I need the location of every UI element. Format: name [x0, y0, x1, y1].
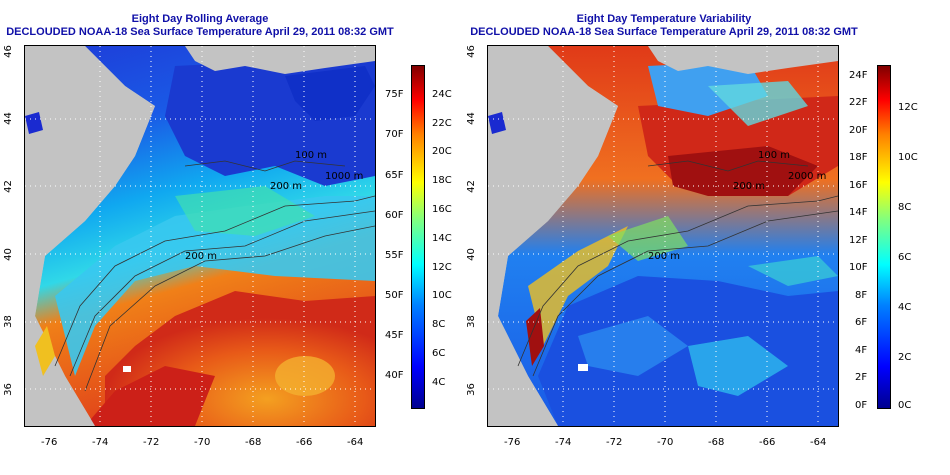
- lat-tick: 36: [2, 383, 14, 396]
- lat-tick: 42: [2, 180, 14, 193]
- colorbar-c-label: 6C: [432, 348, 446, 359]
- sst-variability-map: 100 m 2000 m 200 m 200 m: [487, 45, 839, 427]
- right-title-line2: DECLOUDED NOAA-18 Sea Surface Temperatur…: [470, 26, 858, 38]
- colorbar-f-label: 18F: [849, 152, 868, 163]
- colorbar-c-label: 8C: [432, 319, 446, 330]
- lat-tick: 46: [2, 45, 14, 58]
- contour-label: 200 m: [270, 181, 303, 192]
- colorbar-f-label: 60F: [385, 210, 404, 221]
- colorbar-c-label: 4C: [898, 302, 912, 313]
- lat-tick: 46: [465, 45, 477, 58]
- left-title-line2: DECLOUDED NOAA-18 Sea Surface Temperatur…: [6, 26, 394, 38]
- colorbar-c-label: 20C: [432, 146, 452, 157]
- colorbar-f-label: 0F: [855, 400, 868, 411]
- colorbar-f-label: 50F: [385, 290, 404, 301]
- colorbar-f-label: 70F: [385, 129, 404, 140]
- colorbar-f-label: 6F: [855, 317, 868, 328]
- lon-tick: -74: [555, 437, 572, 448]
- contour-label: 200 m: [185, 251, 218, 262]
- colorbar-f-label: 55F: [385, 250, 404, 261]
- colorbar-f-label: 12F: [849, 235, 868, 246]
- lon-tick: -64: [347, 437, 364, 448]
- colorbar-f-label: 4F: [855, 345, 868, 356]
- sst-colorbar: [411, 65, 425, 409]
- colorbar-c-label: 16C: [432, 204, 452, 215]
- sst-average-field: [25, 46, 375, 426]
- lat-tick: 40: [2, 248, 14, 261]
- colorbar-c-label: 10C: [432, 290, 452, 301]
- lat-tick: 44: [465, 112, 477, 125]
- colorbar-f-label: 10F: [849, 262, 868, 273]
- lat-tick: 38: [465, 315, 477, 328]
- colorbar-c-label: 2C: [898, 352, 912, 363]
- right-title-line1: Eight Day Temperature Variability: [576, 13, 752, 25]
- colorbar-f-label: 22F: [849, 97, 868, 108]
- lat-tick: 42: [465, 180, 477, 193]
- colorbar-f-label: 16F: [849, 180, 868, 191]
- colorbar-c-label: 12C: [432, 262, 452, 273]
- colorbar-f-label: 40F: [385, 370, 404, 381]
- lat-tick: 44: [2, 112, 14, 125]
- colorbar-c-label: 14C: [432, 233, 452, 244]
- contour-label: 100 m: [758, 150, 791, 161]
- lat-tick: 40: [465, 248, 477, 261]
- lon-tick: -74: [92, 437, 109, 448]
- colorbar-f-label: 2F: [855, 372, 868, 383]
- colorbar-c-label: 18C: [432, 175, 452, 186]
- colorbar-c-label: 4C: [432, 377, 446, 388]
- left-title-line1: Eight Day Rolling Average: [131, 13, 269, 25]
- lon-tick: -70: [194, 437, 211, 448]
- lon-tick: -70: [657, 437, 674, 448]
- contour-label: 200 m: [648, 251, 681, 262]
- colorbar-c-label: 10C: [898, 152, 918, 163]
- variability-colorbar: [877, 65, 891, 409]
- lon-tick: -72: [606, 437, 623, 448]
- colorbar-f-label: 75F: [385, 89, 404, 100]
- sst-average-map: 100 m 1000 m 200 m 200 m: [24, 45, 376, 427]
- lon-tick: -76: [504, 437, 521, 448]
- contour-label: 1000 m: [325, 171, 364, 182]
- lon-tick: -68: [708, 437, 725, 448]
- contour-label: 100 m: [295, 150, 328, 161]
- colorbar-f-label: 45F: [385, 330, 404, 341]
- lon-tick: -68: [245, 437, 262, 448]
- contour-label: 200 m: [733, 181, 766, 192]
- colorbar-f-label: 20F: [849, 125, 868, 136]
- lon-tick: -66: [296, 437, 313, 448]
- colorbar-c-label: 6C: [898, 252, 912, 263]
- colorbar-c-label: 0C: [898, 400, 912, 411]
- colorbar-f-label: 24F: [849, 70, 868, 81]
- colorbar-c-label: 22C: [432, 118, 452, 129]
- lon-tick: -72: [143, 437, 160, 448]
- colorbar-f-label: 8F: [855, 290, 868, 301]
- contour-label: 2000 m: [788, 171, 827, 182]
- colorbar-f-label: 65F: [385, 170, 404, 181]
- lat-tick: 38: [2, 315, 14, 328]
- sst-variability-field: [488, 46, 838, 426]
- colorbar-c-label: 8C: [898, 202, 912, 213]
- lon-tick: -64: [810, 437, 827, 448]
- lon-tick: -76: [41, 437, 58, 448]
- colorbar-c-label: 12C: [898, 102, 918, 113]
- lon-tick: -66: [759, 437, 776, 448]
- lat-tick: 36: [465, 383, 477, 396]
- colorbar-c-label: 24C: [432, 89, 452, 100]
- colorbar-f-label: 14F: [849, 207, 868, 218]
